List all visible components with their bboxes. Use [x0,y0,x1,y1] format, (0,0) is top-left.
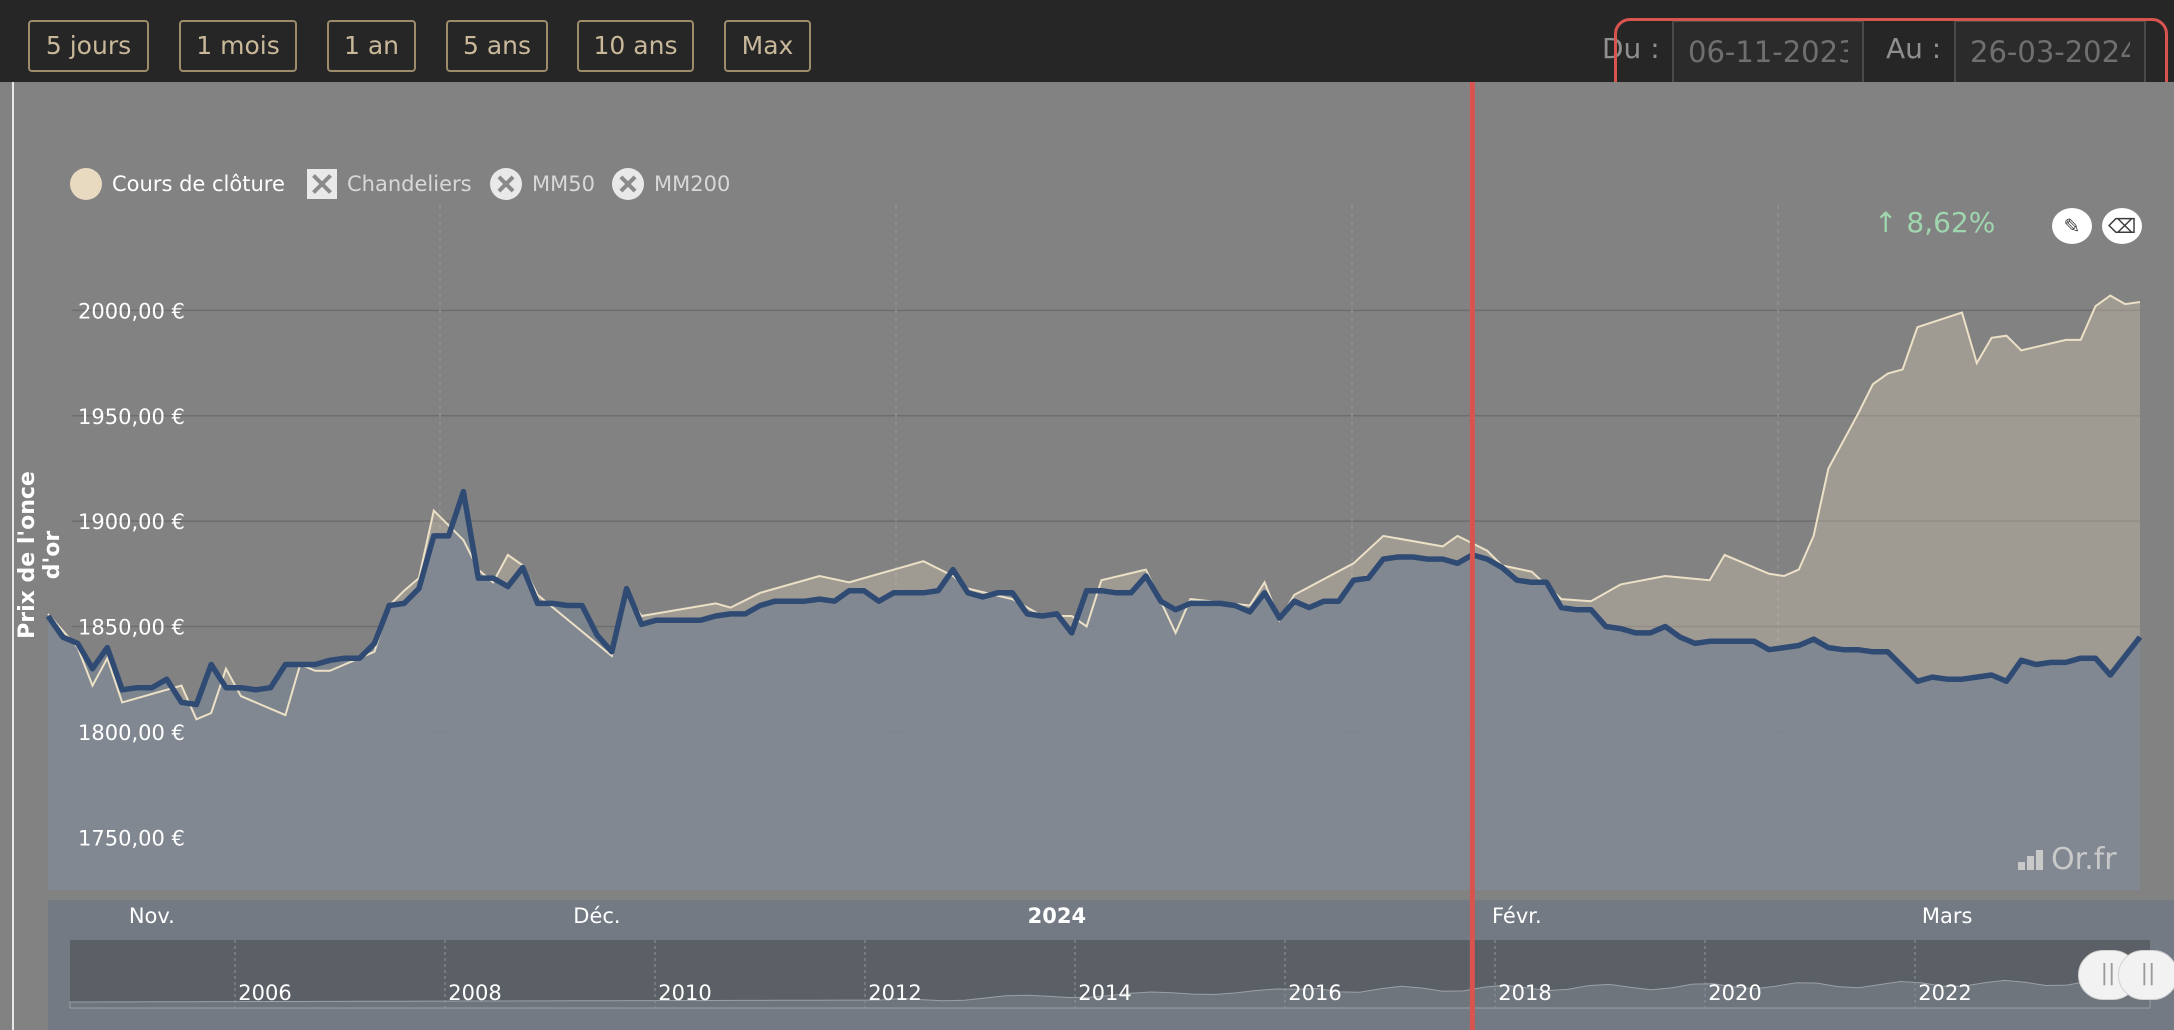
legend-label: MM50 [532,172,595,196]
price-change-badge: ↑ 8,62% [1874,206,1995,239]
navigator-series [69,978,2151,1009]
eraser-icon[interactable]: ⌫ [2102,208,2142,244]
navigator-year-label: 2010 [658,981,711,1005]
disabled-box-icon [307,169,337,199]
navigator-year-label: 2008 [448,981,501,1005]
navigator-year-label: 2012 [868,981,921,1005]
navigator-year-label: 2022 [1918,981,1971,1005]
x-tick-label: 2024 [1028,904,1086,928]
closing-price-line [45,488,2143,708]
range-max-button[interactable]: Max [724,20,811,72]
navigator-year-label: 2020 [1708,981,1761,1005]
to-date-label: Au : [1886,32,1942,65]
x-tick-label: Déc. [573,904,620,928]
toolbar: 5 jours 1 mois 1 an 5 ans 10 ans Max Du … [0,0,2174,84]
y-tick-label: 1950,00 € [78,405,185,429]
watermark-text: Or.fr [2051,842,2117,877]
legend-candlesticks[interactable]: Chandeliers [307,166,472,202]
y-tick-label: 2000,00 € [78,299,185,323]
x-tick-label: Nov. [129,904,175,928]
range-5-days-button[interactable]: 5 jours [28,20,149,72]
range-10-years-button[interactable]: 10 ans [577,20,694,72]
navigator-year-label: 2016 [1288,981,1341,1005]
change-value: 8,62% [1906,206,1996,239]
range-5-years-button[interactable]: 5 ans [446,20,548,72]
navigator-year-label: 2006 [238,981,291,1005]
disabled-circle-icon [490,168,522,200]
x-tick-label: Mars [1922,904,1973,928]
y-axis-title: Prix de l'once d'or [15,471,65,639]
bars-icon [2018,849,2045,870]
y-tick-label: 1900,00 € [78,510,185,534]
legend-mm200[interactable]: MM200 [612,166,730,202]
x-tick-label: Févr. [1492,904,1542,928]
from-date-input[interactable] [1672,20,1864,84]
legend-mm50[interactable]: MM50 [490,166,595,202]
legend-closing-price[interactable]: Cours de clôture [70,166,285,202]
legend-label: Cours de clôture [112,172,285,196]
range-1-month-button[interactable]: 1 mois [179,20,297,72]
y-tick-label: 1850,00 € [78,616,185,640]
disabled-circle-icon [612,168,644,200]
navigator-right-handle[interactable]: || [2118,950,2174,1000]
legend-label: Chandeliers [347,172,472,196]
closing-area [48,491,2140,890]
y-tick-label: 1750,00 € [78,826,185,850]
watermark-logo: Or.fr [2018,842,2117,877]
to-date-input[interactable] [1954,20,2146,84]
from-date-label: Du : [1602,32,1660,65]
range-1-year-button[interactable]: 1 an [327,20,416,72]
navigator-year-label: 2014 [1078,981,1131,1005]
legend-label: MM200 [654,172,731,196]
pencil-icon[interactable]: ✎ [2052,208,2092,244]
comparison-line [47,294,2141,721]
y-tick-label: 1800,00 € [78,721,185,745]
left-border [12,82,14,1030]
circle-icon [70,168,102,200]
navigator-year-label: 2018 [1498,981,1551,1005]
arrow-up-icon: ↑ [1874,206,1898,239]
